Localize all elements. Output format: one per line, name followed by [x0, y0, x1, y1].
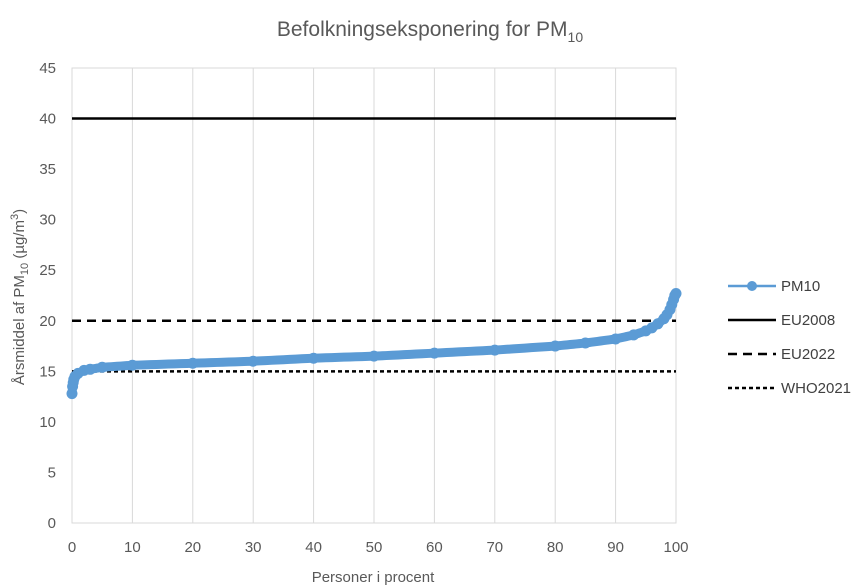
- data-point: [489, 344, 501, 356]
- x-tick-40: 40: [305, 539, 322, 556]
- data-point: [247, 355, 259, 367]
- chart-title: Befolkningseksponering for PM10: [277, 18, 583, 45]
- legend-item-pm10: PM10: [728, 278, 820, 295]
- x-tick-10: 10: [124, 539, 141, 556]
- legend-item-eu2022: EU2022: [728, 346, 835, 363]
- y-axis-label: Årsmiddel af PM10 (µg/m3): [9, 209, 31, 385]
- legend-label: PM10: [781, 278, 820, 295]
- reference-lines: [72, 117, 676, 373]
- data-point: [96, 361, 108, 373]
- y-tick-10: 10: [39, 414, 56, 431]
- data-point: [579, 337, 591, 349]
- y-tick-15: 15: [39, 363, 56, 380]
- data-point: [84, 363, 96, 375]
- x-tick-20: 20: [184, 539, 201, 556]
- x-tick-80: 80: [547, 539, 564, 556]
- data-point: [126, 359, 138, 371]
- legend-label: EU2022: [781, 346, 835, 363]
- x-tick-30: 30: [245, 539, 262, 556]
- legend-label: EU2008: [781, 312, 835, 329]
- legend-marker: [747, 281, 757, 291]
- y-tick-0: 0: [48, 515, 56, 532]
- x-axis-label: Personer i procent: [312, 569, 435, 586]
- x-tick-labels: 0 10 20 30 40 50 60 70 80 90 100: [68, 539, 689, 556]
- legend-item-who2021: WHO2021: [728, 380, 851, 397]
- y-tick-20: 20: [39, 313, 56, 330]
- y-tick-35: 35: [39, 161, 56, 178]
- data-point: [610, 333, 622, 345]
- data-point: [628, 329, 640, 341]
- y-tick-30: 30: [39, 212, 56, 229]
- data-point: [549, 340, 561, 352]
- x-tick-0: 0: [68, 539, 76, 556]
- y-tick-25: 25: [39, 262, 56, 279]
- data-point: [308, 352, 320, 364]
- legend-item-eu2008: EU2008: [728, 312, 835, 329]
- y-tick-labels: 0 5 10 15 20 25 30 35 40 45: [39, 60, 56, 532]
- y-tick-40: 40: [39, 111, 56, 128]
- x-tick-50: 50: [366, 539, 383, 556]
- x-tick-100: 100: [663, 539, 688, 556]
- x-tick-70: 70: [486, 539, 503, 556]
- data-point: [428, 347, 440, 359]
- data-point: [670, 287, 682, 299]
- y-tick-5: 5: [48, 464, 56, 481]
- x-tick-90: 90: [607, 539, 624, 556]
- chart-title-subscript: 10: [568, 29, 584, 45]
- data-point: [187, 357, 199, 369]
- x-tick-60: 60: [426, 539, 443, 556]
- legend-label: WHO2021: [781, 380, 851, 397]
- chart-title-main: Befolkningseksponering for PM: [277, 18, 568, 41]
- legend: PM10 EU2008 EU2022 WHO2021: [728, 278, 851, 397]
- data-point: [368, 350, 380, 362]
- pm10-series: [66, 287, 682, 400]
- vertical-gridlines: [71, 68, 677, 523]
- y-tick-45: 45: [39, 60, 56, 77]
